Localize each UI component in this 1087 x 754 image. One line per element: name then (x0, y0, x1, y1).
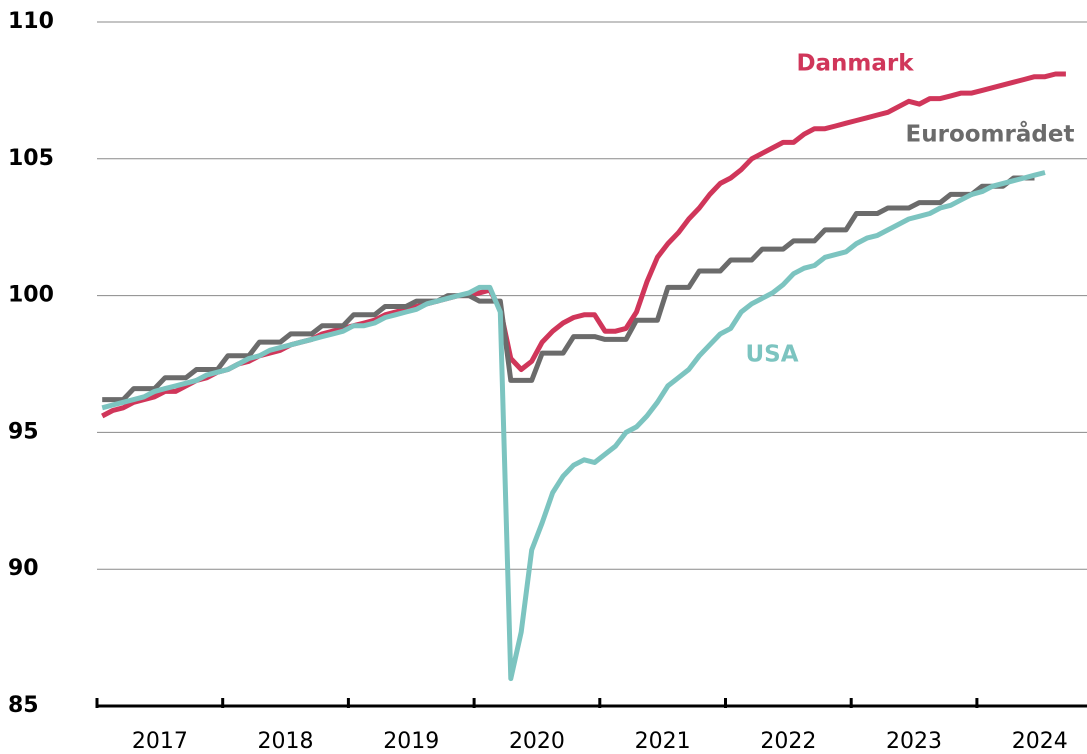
series-label: Euroområdet (906, 121, 1075, 148)
y-tick-label: 95 (8, 419, 39, 444)
series-line (101, 170, 1046, 682)
x-tick-label: 2022 (760, 729, 816, 754)
y-tick-label: 85 (8, 693, 39, 718)
series-label: Danmark (796, 51, 914, 77)
x-tick-label: 2020 (509, 729, 565, 754)
y-tick-label: 110 (8, 9, 54, 34)
x-tick-label: 2017 (132, 729, 188, 754)
y-tick-label: 105 (8, 146, 54, 171)
series-label: USA (745, 342, 798, 368)
x-tick-label: 2023 (886, 729, 942, 754)
y-tick-label: 90 (8, 556, 39, 581)
x-tick-label: 2018 (258, 729, 314, 754)
series-line (102, 175, 1035, 403)
x-tick-label: 2021 (635, 729, 691, 754)
x-tick-label: 2019 (383, 729, 439, 754)
x-tick-label: 2024 (1012, 729, 1068, 754)
y-tick-label: 100 (8, 283, 54, 308)
